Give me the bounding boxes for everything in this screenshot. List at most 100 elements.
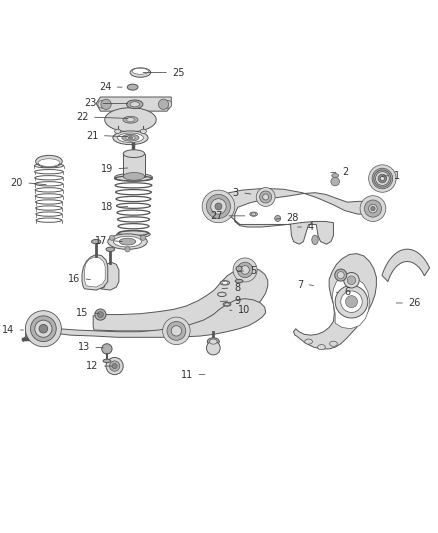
Ellipse shape (113, 236, 141, 247)
Circle shape (206, 195, 230, 219)
Polygon shape (212, 188, 378, 244)
Ellipse shape (222, 281, 228, 284)
Circle shape (110, 361, 120, 371)
Text: 21: 21 (86, 131, 98, 141)
Text: 24: 24 (99, 82, 111, 92)
Ellipse shape (332, 174, 339, 177)
Ellipse shape (318, 345, 325, 350)
Ellipse shape (123, 116, 138, 123)
Text: 2: 2 (342, 167, 348, 177)
Circle shape (241, 265, 249, 274)
Ellipse shape (113, 131, 148, 144)
Ellipse shape (207, 338, 219, 345)
Polygon shape (382, 249, 430, 281)
Ellipse shape (122, 134, 139, 141)
Text: 6: 6 (344, 287, 350, 297)
Ellipse shape (127, 100, 143, 109)
Ellipse shape (92, 239, 101, 244)
Ellipse shape (225, 303, 230, 305)
Ellipse shape (119, 238, 136, 245)
Polygon shape (96, 97, 171, 111)
Circle shape (202, 190, 235, 223)
Polygon shape (105, 108, 156, 132)
Ellipse shape (123, 173, 145, 180)
Polygon shape (100, 262, 119, 290)
Ellipse shape (117, 231, 150, 238)
Ellipse shape (127, 84, 138, 90)
Text: 15: 15 (76, 308, 88, 318)
Circle shape (380, 176, 385, 181)
Circle shape (167, 321, 186, 340)
Circle shape (233, 258, 257, 282)
Ellipse shape (129, 151, 138, 155)
Ellipse shape (130, 68, 151, 77)
Text: 28: 28 (286, 213, 299, 223)
Text: 16: 16 (67, 273, 80, 284)
Ellipse shape (103, 359, 111, 362)
Polygon shape (85, 257, 105, 287)
Ellipse shape (209, 339, 217, 344)
Circle shape (375, 172, 389, 185)
Circle shape (171, 326, 182, 336)
Ellipse shape (251, 213, 256, 215)
Text: 26: 26 (409, 298, 421, 308)
Circle shape (215, 203, 222, 210)
Ellipse shape (140, 129, 146, 133)
Circle shape (211, 199, 226, 214)
Ellipse shape (98, 100, 106, 108)
Circle shape (335, 269, 347, 281)
Text: 18: 18 (101, 203, 113, 212)
Ellipse shape (312, 235, 318, 245)
Circle shape (110, 235, 114, 240)
Circle shape (341, 291, 362, 312)
Ellipse shape (127, 118, 134, 122)
Text: 8: 8 (234, 283, 240, 293)
Circle shape (346, 296, 357, 308)
Text: 5: 5 (250, 266, 256, 276)
Polygon shape (82, 254, 108, 290)
Circle shape (106, 358, 123, 375)
Circle shape (331, 177, 339, 186)
Text: 12: 12 (86, 361, 98, 371)
Polygon shape (35, 298, 266, 337)
Circle shape (101, 99, 111, 109)
Ellipse shape (115, 129, 120, 133)
Text: 4: 4 (308, 222, 314, 232)
Circle shape (263, 194, 268, 200)
Circle shape (97, 312, 103, 318)
Circle shape (39, 325, 48, 333)
Ellipse shape (106, 247, 115, 252)
Circle shape (237, 262, 253, 278)
Ellipse shape (235, 279, 243, 283)
Ellipse shape (126, 135, 135, 140)
Ellipse shape (250, 212, 258, 216)
Circle shape (369, 204, 377, 213)
Text: 27: 27 (210, 211, 223, 221)
Ellipse shape (38, 159, 60, 166)
Circle shape (25, 311, 61, 347)
Text: 7: 7 (297, 279, 303, 289)
Text: 17: 17 (95, 236, 108, 246)
Circle shape (372, 168, 393, 189)
Ellipse shape (220, 281, 230, 285)
Circle shape (369, 165, 396, 192)
Ellipse shape (108, 234, 147, 249)
Bar (123, 154, 145, 177)
Circle shape (112, 364, 117, 369)
Circle shape (256, 188, 275, 206)
Circle shape (31, 316, 56, 342)
Circle shape (335, 285, 368, 318)
Circle shape (260, 191, 272, 203)
Ellipse shape (132, 68, 148, 74)
Circle shape (125, 247, 130, 252)
Ellipse shape (35, 155, 62, 167)
Text: 11: 11 (180, 370, 193, 379)
Polygon shape (332, 276, 370, 329)
Circle shape (102, 344, 112, 354)
Ellipse shape (305, 339, 312, 344)
Ellipse shape (218, 292, 226, 296)
Text: 1: 1 (394, 171, 400, 181)
Ellipse shape (128, 136, 133, 139)
Ellipse shape (130, 102, 139, 107)
Polygon shape (93, 268, 268, 331)
